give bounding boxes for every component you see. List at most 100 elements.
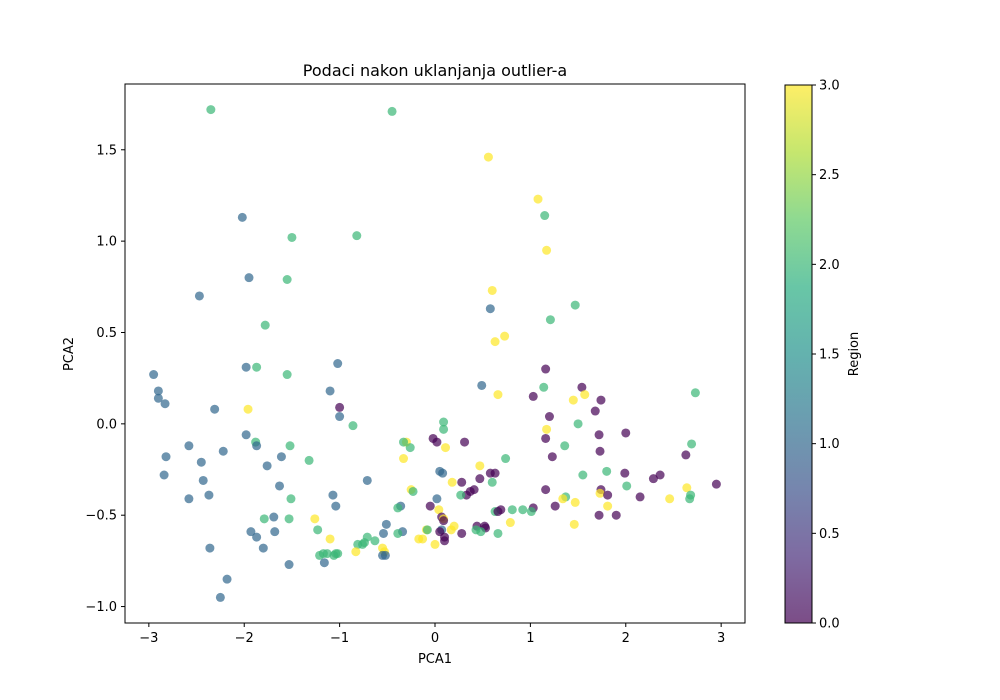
data-point	[493, 390, 503, 400]
data-point	[405, 443, 415, 453]
data-point	[282, 370, 292, 380]
data-point	[241, 430, 251, 440]
data-point	[325, 534, 335, 544]
data-point	[408, 486, 418, 496]
data-point	[262, 461, 272, 471]
data-point	[439, 516, 449, 526]
data-point	[594, 510, 604, 520]
data-point	[325, 386, 335, 396]
data-point	[477, 380, 487, 390]
data-point	[315, 550, 325, 560]
data-point	[378, 528, 388, 538]
data-point	[284, 514, 294, 524]
x-tick-label: 3	[717, 631, 725, 646]
data-point	[259, 514, 269, 524]
data-point	[687, 439, 697, 449]
data-point	[460, 437, 470, 447]
data-point	[500, 331, 510, 341]
data-point	[580, 390, 590, 400]
colorbar-tick-label: 3.0	[819, 79, 840, 94]
data-point	[284, 560, 294, 570]
data-point	[399, 454, 409, 464]
data-point	[270, 527, 280, 537]
data-point	[440, 536, 450, 546]
data-point	[276, 452, 286, 462]
data-point	[490, 468, 500, 478]
data-point	[260, 320, 270, 330]
data-point	[681, 450, 691, 460]
data-point	[475, 461, 485, 471]
data-point	[476, 527, 486, 537]
data-point	[353, 539, 363, 549]
data-point	[161, 452, 171, 462]
data-point	[533, 194, 543, 204]
data-point	[501, 454, 511, 464]
data-point	[573, 419, 583, 429]
y-tick-label: −1.0	[85, 600, 117, 615]
colorbar-tick-label: 2.0	[819, 258, 840, 273]
data-point	[475, 474, 485, 484]
data-point	[381, 519, 391, 529]
data-point	[568, 395, 578, 405]
data-point	[595, 488, 605, 498]
data-point	[595, 446, 605, 456]
x-tick-label: −1	[330, 631, 349, 646]
data-point	[446, 525, 456, 535]
data-point	[352, 231, 362, 241]
data-point	[246, 527, 256, 537]
data-point	[540, 211, 550, 221]
data-point	[590, 406, 600, 416]
y-axis-label: PCA2	[62, 337, 77, 371]
data-point	[252, 441, 262, 451]
data-point	[215, 592, 225, 602]
chart-title: Podaci nakon uklanjanja outlier-a	[303, 61, 567, 80]
data-point	[370, 536, 380, 546]
data-point	[635, 492, 645, 502]
data-point	[153, 386, 163, 396]
data-point	[380, 550, 390, 560]
data-point	[418, 534, 428, 544]
data-point	[430, 539, 440, 549]
data-point	[285, 441, 295, 451]
data-point	[328, 490, 338, 500]
data-point	[603, 490, 613, 500]
data-point	[252, 532, 262, 542]
x-tick-label: 0	[431, 631, 439, 646]
data-point	[545, 315, 555, 325]
data-point	[210, 404, 220, 414]
data-point	[425, 501, 435, 511]
y-tick-label: 0.5	[96, 326, 117, 341]
data-point	[258, 543, 268, 553]
data-point	[569, 519, 579, 529]
data-point	[393, 503, 403, 513]
data-point	[348, 421, 358, 431]
data-point	[333, 359, 343, 369]
colorbar-tick-label: 2.5	[819, 168, 840, 183]
data-point	[149, 370, 159, 380]
data-point	[690, 388, 700, 398]
data-point	[222, 574, 232, 584]
data-point	[526, 507, 536, 517]
data-point	[685, 494, 695, 504]
data-point	[329, 550, 339, 560]
data-point	[493, 507, 503, 517]
colorbar-tick-label: 1.0	[819, 437, 840, 452]
data-point	[184, 441, 194, 451]
data-point	[204, 490, 214, 500]
colorbar-tick-label: 1.5	[819, 348, 840, 363]
data-point	[507, 505, 517, 515]
x-axis-label: PCA1	[418, 652, 452, 667]
data-point	[275, 481, 285, 491]
data-point	[362, 475, 372, 485]
data-point	[244, 273, 254, 283]
data-point	[550, 501, 560, 511]
data-point	[655, 470, 665, 480]
data-point	[304, 455, 314, 465]
data-point	[493, 528, 503, 538]
data-point	[483, 152, 493, 162]
data-point	[439, 424, 449, 434]
data-point	[438, 468, 448, 478]
data-point	[621, 428, 631, 438]
data-point	[153, 393, 163, 403]
